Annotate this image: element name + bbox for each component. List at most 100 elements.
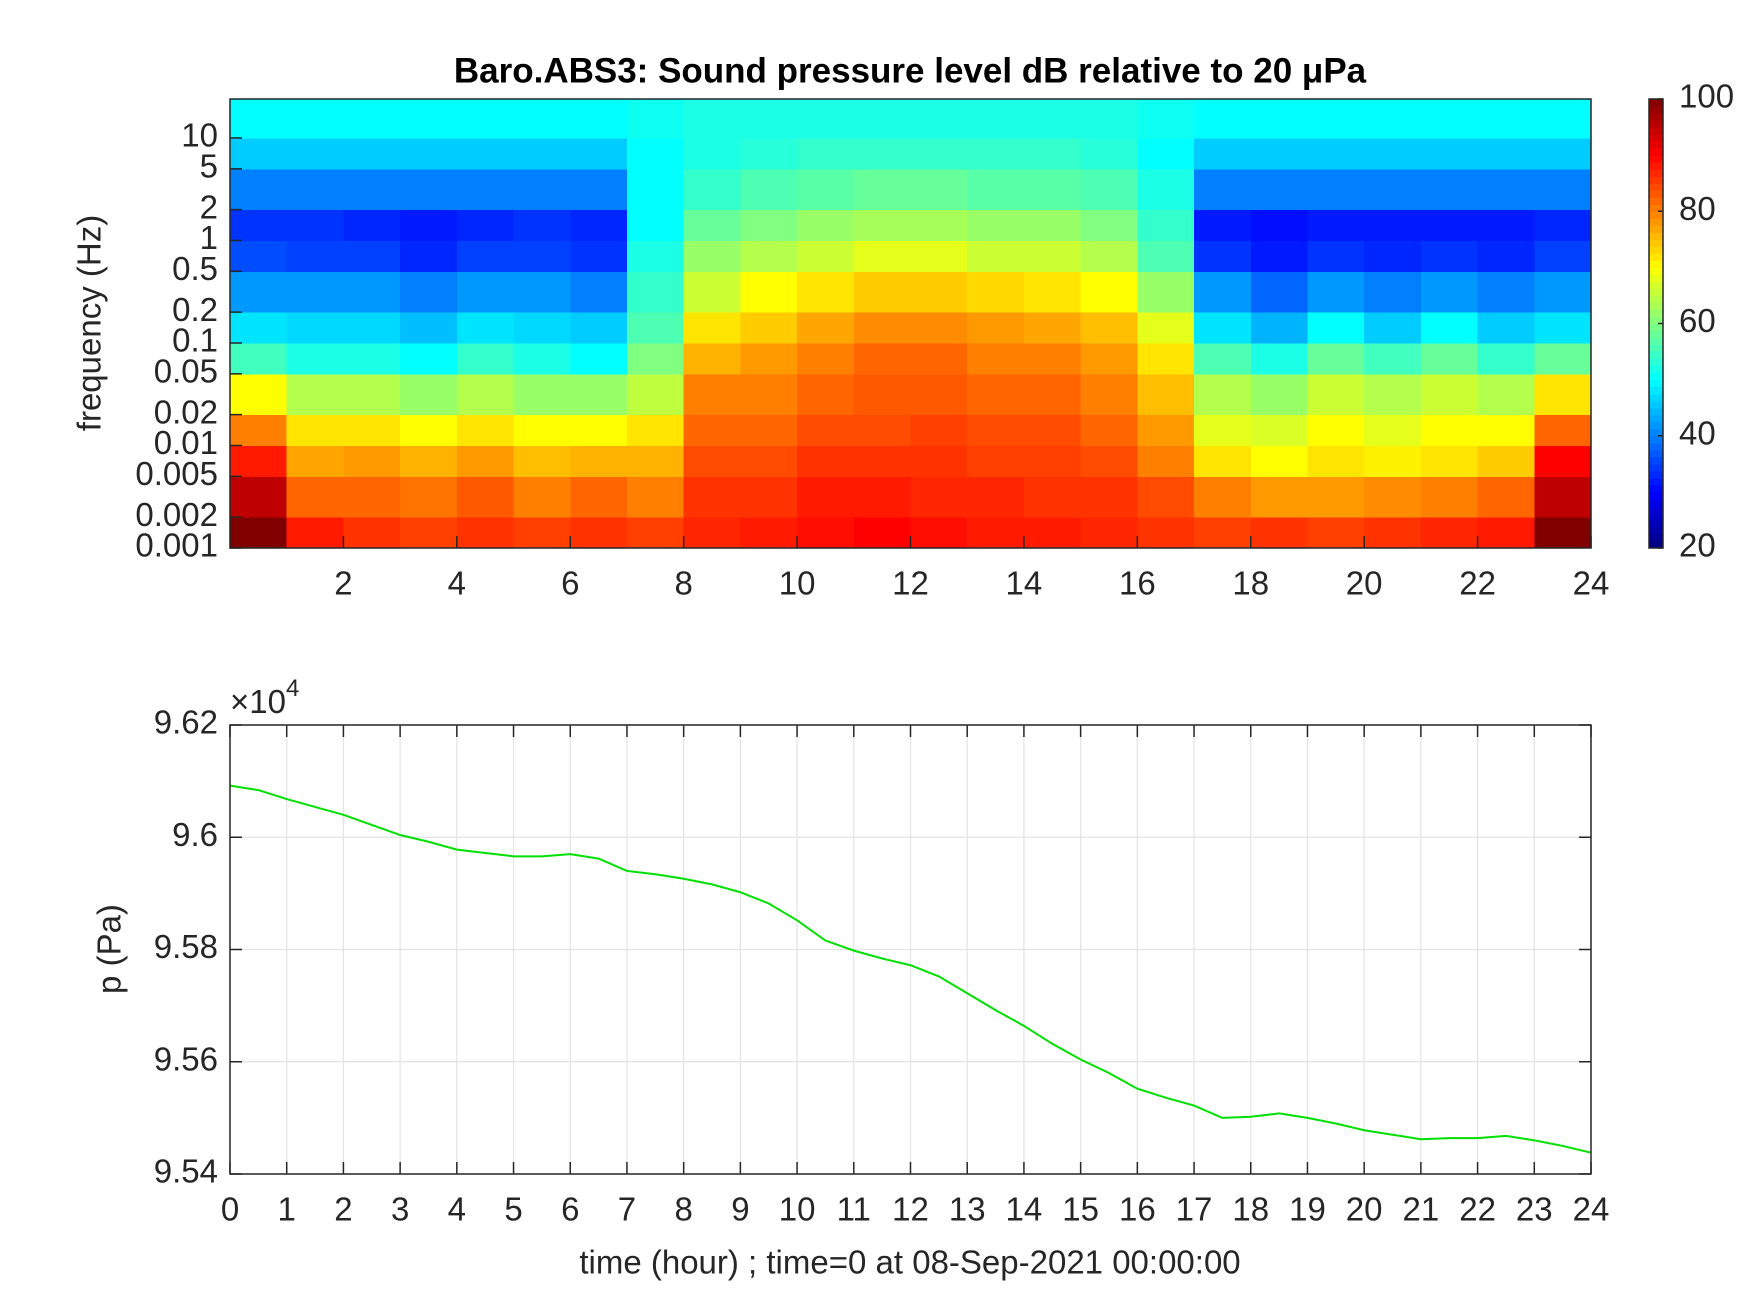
x-axis-label: time (hour) ; time=0 at 08-Sep-2021 00:0… [579,1244,1240,1281]
heatmap-cell [1194,99,1252,139]
heatmap-cell [230,209,288,242]
heatmap-cell [1080,312,1138,344]
colorbar-swatch [1649,421,1663,430]
heatmap-cell [400,517,458,549]
heatmap-cell [1137,373,1195,416]
heatmap-cell [1534,137,1592,170]
x-tick-label: 13 [949,1191,986,1228]
y-tick-label: 0.2 [172,291,218,328]
heatmap-cell [1420,445,1479,477]
heatmap-cell [740,312,798,344]
heatmap-cell [1477,271,1535,313]
heatmap-cell [683,209,741,242]
x-tick-label: 18 [1232,565,1269,602]
heatmap-cell [456,168,515,211]
colorbar-swatch [1649,358,1663,367]
colorbar-swatch [1649,491,1663,500]
heatmap-cell [1364,209,1422,242]
heatmap-cell [400,414,458,447]
x-tick-label: 10 [779,565,816,602]
colorbar-swatch [1649,113,1663,121]
heatmap-cell [1250,517,1309,549]
heatmap-cell [910,373,968,416]
heatmap-cell [797,414,855,447]
heatmap-cell [1364,414,1422,447]
heatmap-cell [1023,445,1082,477]
heatmap-cell [740,517,798,549]
heatmap-cell [1080,445,1138,477]
heatmap-cell [1137,209,1195,242]
heatmap-cell [626,240,685,272]
heatmap-cell [1477,99,1535,139]
heatmap-cell [797,445,855,477]
x-tick-label: 8 [674,565,692,602]
x-tick-label: 4 [448,565,466,602]
x-tick-label: 11 [837,1191,871,1228]
heatmap-cell [1477,373,1535,416]
multiplier-base: ×10 [230,683,286,720]
heatmap-cell [1477,240,1535,272]
heatmap-cell [1534,445,1592,477]
colorbar-swatch [1649,407,1663,416]
x-tick-label: 9 [731,1191,749,1228]
heatmap-cell [400,271,458,313]
heatmap-cell [1137,414,1195,447]
heatmap-cell [626,373,685,416]
heatmap-cell [1194,168,1252,211]
heatmap-cell [513,517,571,549]
colorbar-swatch [1649,225,1663,233]
heatmap-cell [683,99,741,139]
data-line [229,784,1592,1154]
heatmap-cell [343,414,401,447]
heatmap-cell [230,445,288,477]
heatmap-cell [910,342,968,375]
heatmap-cell [740,240,798,272]
heatmap-cell [1023,476,1082,518]
colorbar-swatch [1649,365,1663,374]
heatmap-cell [230,271,288,313]
heatmap-cell [1307,476,1365,518]
axis-multiplier: ×104 [230,675,299,719]
heatmap-cell [1307,342,1365,375]
heatmap-cell [683,476,741,518]
heatmap-cell [230,342,288,375]
colorbar-swatch [1649,470,1663,479]
heatmap-cell [1250,271,1309,313]
heatmap-cell [456,342,515,375]
heatmap-cell [1250,168,1309,211]
heatmap-cell [910,240,968,272]
heatmap-cell [1420,517,1479,549]
heatmap-cell [456,271,515,313]
heatmap-cell [967,445,1025,477]
heatmap-cell [513,209,571,242]
heatmap-cell [967,99,1025,139]
heatmap-cell [286,517,345,549]
multiplier-exponent: 4 [286,675,299,702]
heatmap-cell [286,414,345,447]
heatmap-cell [683,137,741,170]
heatmap-cell [1420,137,1479,170]
heatmap-cell [400,476,458,518]
heatmap-cell [1194,209,1252,242]
heatmap-cell [1250,209,1309,242]
heatmap-cell [343,168,401,211]
colorbar-tick-label: 60 [1679,302,1716,339]
colorbar-swatch [1649,484,1663,493]
colorbar-swatch [1649,260,1663,268]
heatmap-cell [740,373,798,416]
heatmap-cell [1477,414,1535,447]
heatmap-cell [1307,168,1365,211]
x-tick-label: 6 [561,1191,579,1228]
heatmap-cell [967,209,1025,242]
colorbar-swatch [1649,106,1663,114]
colorbar-swatch [1649,498,1663,507]
heatmap-cell [910,168,968,211]
heatmap-cell [513,476,571,518]
heatmap-cell [853,99,912,139]
heatmap-cell [740,99,798,139]
x-tick-label: 20 [1346,565,1383,602]
colorbar-swatch [1649,239,1663,247]
heatmap-cell [286,445,345,477]
heatmap-cell [456,476,515,518]
chart-title: Baro.ABS3: Sound pressure level dB relat… [454,51,1367,90]
